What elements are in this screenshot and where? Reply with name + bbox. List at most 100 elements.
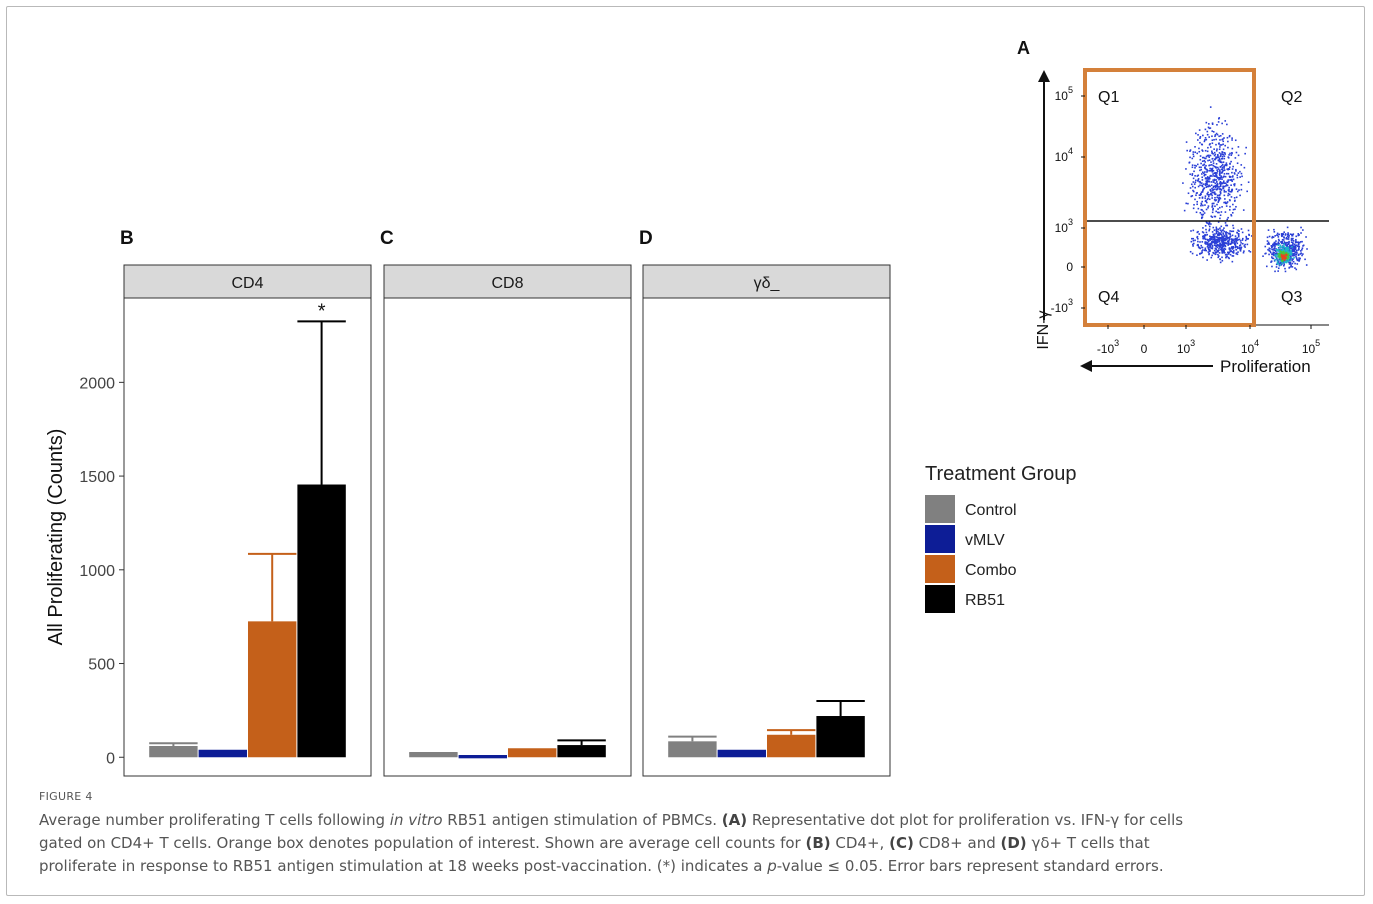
dot-lower-left: [1224, 245, 1226, 247]
dot-upper: [1203, 140, 1206, 143]
dot-density-green: [1284, 252, 1286, 255]
dot-lower-right: [1306, 248, 1308, 250]
dot-upper: [1208, 136, 1210, 138]
dot-upper: [1204, 204, 1206, 206]
dot-upper: [1199, 184, 1201, 187]
dot-upper: [1211, 175, 1213, 177]
dot-lower-right: [1295, 251, 1298, 254]
dot-upper: [1229, 199, 1231, 202]
dot-upper: [1216, 148, 1218, 150]
dot-upper: [1212, 207, 1214, 210]
dot-lower-left: [1222, 232, 1224, 235]
dot-lower-left: [1225, 238, 1228, 240]
dot-lower-left: [1213, 238, 1216, 240]
quadrant-label: Q1: [1098, 89, 1119, 106]
caption-line-3: proliferate in response to RB51 antigen …: [39, 857, 1164, 875]
dot-upper: [1212, 173, 1214, 175]
dot-lower-right: [1301, 240, 1303, 243]
dot-upper: [1194, 179, 1197, 182]
dot-lower-left: [1219, 236, 1222, 239]
dot-lower-left: [1197, 230, 1199, 233]
dot-upper: [1211, 150, 1213, 153]
dot-lower-left: [1226, 253, 1228, 256]
dot-lower-left: [1206, 259, 1208, 261]
dot-lower-right: [1281, 235, 1283, 237]
dot-upper: [1231, 147, 1234, 150]
dot-upper: [1205, 182, 1207, 185]
dot-density-cyan: [1287, 248, 1290, 251]
dot-upper: [1219, 139, 1221, 141]
dot-lower-left: [1223, 250, 1225, 253]
flow-y-axis-title: IFN-γ: [1035, 310, 1052, 349]
dot-upper: [1224, 222, 1227, 224]
dot-lower-left: [1237, 232, 1240, 235]
dot-lower-left: [1220, 244, 1222, 246]
dot-upper: [1208, 169, 1211, 172]
dot-upper: [1216, 169, 1218, 171]
dot-lower-left: [1214, 253, 1217, 256]
dot-upper: [1212, 209, 1214, 211]
dot-density-cyan: [1286, 247, 1288, 250]
dot-upper: [1189, 149, 1192, 151]
dot-lower-right: [1281, 242, 1283, 245]
facet-strip-label: CD4: [231, 275, 263, 292]
dot-upper: [1229, 162, 1231, 165]
dot-density-cyan: [1282, 249, 1284, 252]
dot-lower-left: [1227, 251, 1230, 254]
dot-density-cyan: [1282, 248, 1285, 250]
dot-upper: [1219, 146, 1221, 148]
dot-upper: [1206, 133, 1209, 136]
dot-lower-left: [1223, 247, 1226, 250]
dot-lower-left: [1221, 229, 1223, 232]
dot-lower-left: [1209, 235, 1211, 238]
dot-lower-left: [1235, 238, 1238, 240]
dot-lower-right: [1269, 248, 1271, 250]
dot-lower-right: [1267, 241, 1270, 244]
dot-upper: [1215, 167, 1217, 169]
dot-lower-left: [1216, 249, 1219, 252]
dot-lower-left: [1211, 231, 1214, 233]
dot-lower-left: [1242, 242, 1244, 245]
dot-lower-left: [1215, 245, 1217, 248]
dot-upper: [1223, 151, 1226, 154]
dot-lower-left: [1215, 238, 1218, 241]
dot-upper: [1207, 159, 1209, 162]
dot-lower-left: [1245, 237, 1248, 239]
dot-lower-left: [1213, 249, 1216, 252]
dot-upper: [1212, 189, 1214, 192]
dot-lower-left: [1216, 244, 1219, 246]
dot-lower-right: [1273, 228, 1275, 231]
dot-lower-left: [1213, 242, 1216, 245]
dot-upper: [1211, 187, 1213, 190]
bar-rb51: [816, 716, 865, 758]
dot-upper: [1206, 177, 1208, 179]
bar-combo: [247, 621, 297, 758]
dot-density-cyan: [1285, 249, 1288, 252]
dot-density-cyan: [1290, 257, 1293, 259]
dot-lower-left: [1222, 241, 1224, 243]
dot-upper: [1218, 211, 1220, 214]
flow-y-tick-label: 105: [1055, 85, 1073, 103]
dot-upper: [1195, 211, 1198, 214]
dot-upper: [1216, 176, 1219, 179]
dot-upper: [1192, 207, 1195, 210]
dot-lower-left: [1204, 234, 1207, 237]
dot-upper: [1192, 181, 1195, 183]
dot-lower-right: [1297, 233, 1300, 235]
dot-lower-left: [1217, 238, 1220, 241]
dot-upper: [1240, 183, 1243, 186]
dot-upper: [1218, 117, 1221, 119]
dot-lower-left: [1214, 240, 1216, 242]
dot-upper: [1201, 171, 1204, 174]
dot-lower-right: [1270, 256, 1273, 258]
dot-upper: [1235, 205, 1237, 208]
dot-lower-right: [1293, 245, 1295, 248]
dot-lower-left: [1214, 241, 1217, 244]
quadrant-label: Q2: [1281, 89, 1302, 106]
dot-lower-left: [1215, 236, 1218, 238]
dot-lower-left: [1230, 238, 1233, 240]
dot-lower-right: [1294, 248, 1297, 250]
dot-lower-left: [1234, 244, 1237, 247]
dot-upper: [1207, 155, 1210, 157]
dot-lower-left: [1239, 250, 1242, 252]
